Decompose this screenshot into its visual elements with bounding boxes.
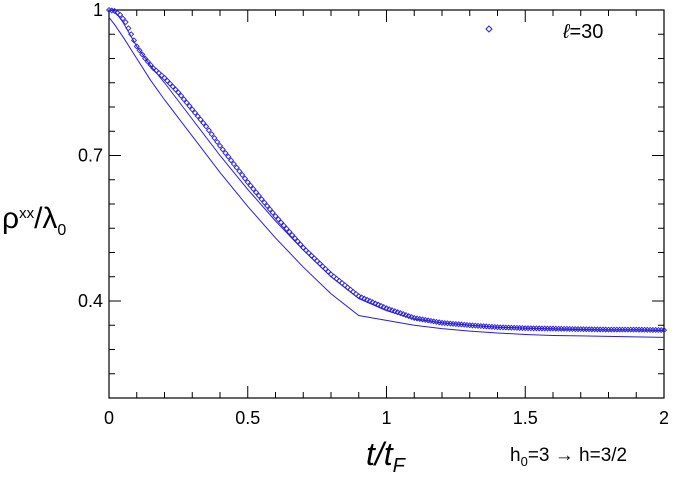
- x-axis-label: t/tF: [366, 436, 407, 477]
- data-point: [203, 123, 210, 130]
- series-layer: [105, 6, 668, 338]
- data-point: [239, 171, 246, 178]
- data-point: [278, 219, 285, 226]
- data-point: [266, 206, 273, 213]
- x-tick-label: 0: [104, 408, 114, 428]
- data-point: [167, 80, 174, 87]
- data-point: [244, 179, 251, 186]
- data-point: [247, 182, 254, 189]
- data-point: [144, 58, 151, 65]
- series-markers-0: [105, 6, 668, 334]
- legend: ℓ=30: [485, 21, 603, 43]
- data-point: [264, 202, 271, 209]
- data-point: [200, 119, 207, 127]
- x-tick-label: 1.5: [513, 408, 538, 428]
- data-point: [219, 146, 226, 153]
- data-point: [222, 150, 229, 157]
- data-point: [214, 138, 221, 145]
- data-point: [191, 109, 199, 116]
- data-point: [164, 77, 171, 84]
- data-point: [172, 86, 179, 93]
- axis-ticks: [108, 9, 665, 399]
- data-point: [175, 89, 182, 96]
- quench-annotation: h0=3 → h=3/2: [510, 445, 627, 469]
- data-point: [241, 175, 249, 182]
- data-point: [261, 199, 268, 206]
- data-point: [289, 232, 296, 239]
- data-point: [250, 185, 257, 193]
- data-point: [178, 92, 185, 99]
- series-line-1: [108, 9, 665, 332]
- data-point: [194, 113, 201, 120]
- data-point: [269, 209, 276, 216]
- data-point: [142, 55, 149, 62]
- data-point: [125, 25, 132, 32]
- data-point: [180, 96, 187, 103]
- x-tick-label: 1: [381, 408, 391, 428]
- data-point: [161, 74, 168, 81]
- data-point: [216, 142, 224, 149]
- data-point: [111, 7, 118, 15]
- data-point: [208, 131, 215, 138]
- data-point: [291, 235, 298, 242]
- data-point: [211, 135, 218, 142]
- y-tick-label: 0.4: [78, 291, 103, 311]
- data-point: [186, 102, 193, 110]
- y-axis-label: ρxx/λ0: [2, 202, 66, 239]
- data-point: [139, 51, 146, 58]
- data-point: [272, 213, 279, 220]
- data-point: [205, 127, 212, 134]
- x-tick-label: 0.5: [235, 408, 260, 428]
- y-tick-label: 0.7: [78, 146, 103, 166]
- data-point: [136, 47, 143, 54]
- x-tick-label: 2: [659, 408, 669, 428]
- data-point: [280, 222, 287, 229]
- legend-label: ℓ=30: [562, 21, 603, 43]
- data-point: [255, 192, 262, 199]
- data-point: [133, 43, 140, 50]
- data-point: [230, 160, 237, 168]
- data-point: [169, 83, 176, 90]
- data-point: [189, 106, 196, 113]
- data-point: [233, 164, 240, 171]
- data-point: [236, 168, 243, 175]
- plot-frame: [108, 9, 665, 399]
- data-point: [122, 19, 129, 26]
- legend-marker: [485, 25, 493, 33]
- data-point: [660, 327, 668, 334]
- data-point: [258, 196, 265, 203]
- data-point: [286, 228, 293, 235]
- series-line-2: [108, 16, 665, 338]
- data-point: [253, 189, 260, 196]
- y-tick-label: 1: [93, 0, 103, 20]
- data-point: [117, 11, 124, 18]
- data-point: [283, 225, 290, 232]
- tick-labels: 0 0.5 1 1.5 2 0.4 0.7 1: [78, 0, 669, 428]
- data-point: [228, 157, 235, 164]
- data-point: [225, 153, 232, 160]
- data-point: [183, 99, 190, 106]
- data-point: [275, 216, 282, 223]
- data-point: [197, 116, 204, 123]
- data-point: [119, 15, 126, 22]
